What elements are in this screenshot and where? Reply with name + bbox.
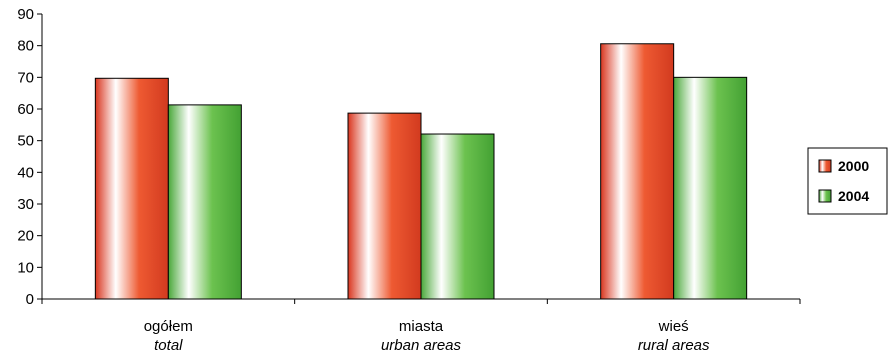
bar-2000-1 [94, 77, 169, 300]
legend-label-2004: 2004 [838, 188, 869, 204]
legend: 2000 2004 [807, 147, 888, 215]
legend-swatch-2000 [818, 159, 832, 173]
y-tick-label: 30 [17, 196, 34, 213]
y-tick-label: 70 [17, 69, 34, 86]
bars [94, 43, 748, 300]
x-category-sublabel: rural areas [638, 337, 710, 354]
bar-2004-2 [420, 133, 495, 300]
bar-2000-2 [347, 112, 422, 300]
x-category-label: miasta [399, 318, 444, 335]
y-tick-label: 40 [17, 164, 34, 181]
x-category-label: wieś [658, 318, 689, 335]
legend-box [807, 147, 888, 215]
x-category-label: ogółem [144, 318, 193, 335]
x-category-sublabel: total [154, 337, 183, 354]
axes: 0 10 20 30 40 50 60 70 80 90 [17, 6, 801, 308]
legend-swatch-2004 [818, 189, 832, 203]
x-category-sublabel: urban areas [381, 337, 462, 354]
category-labels: ogółem total miasta urban areas wieś rural ar… [144, 318, 710, 354]
y-tick-label: 90 [17, 6, 34, 23]
bar-2004-1 [167, 104, 242, 300]
bar-2004-3 [673, 76, 748, 300]
y-tick-label: 0 [26, 291, 34, 308]
y-tick-label: 80 [17, 38, 34, 55]
y-tick-label: 10 [17, 259, 34, 276]
bar-2000-3 [600, 43, 675, 300]
y-tick-label: 20 [17, 228, 34, 245]
y-tick-label: 50 [17, 133, 34, 150]
y-tick-label: 60 [17, 101, 34, 118]
legend-label-2000: 2000 [838, 158, 869, 174]
